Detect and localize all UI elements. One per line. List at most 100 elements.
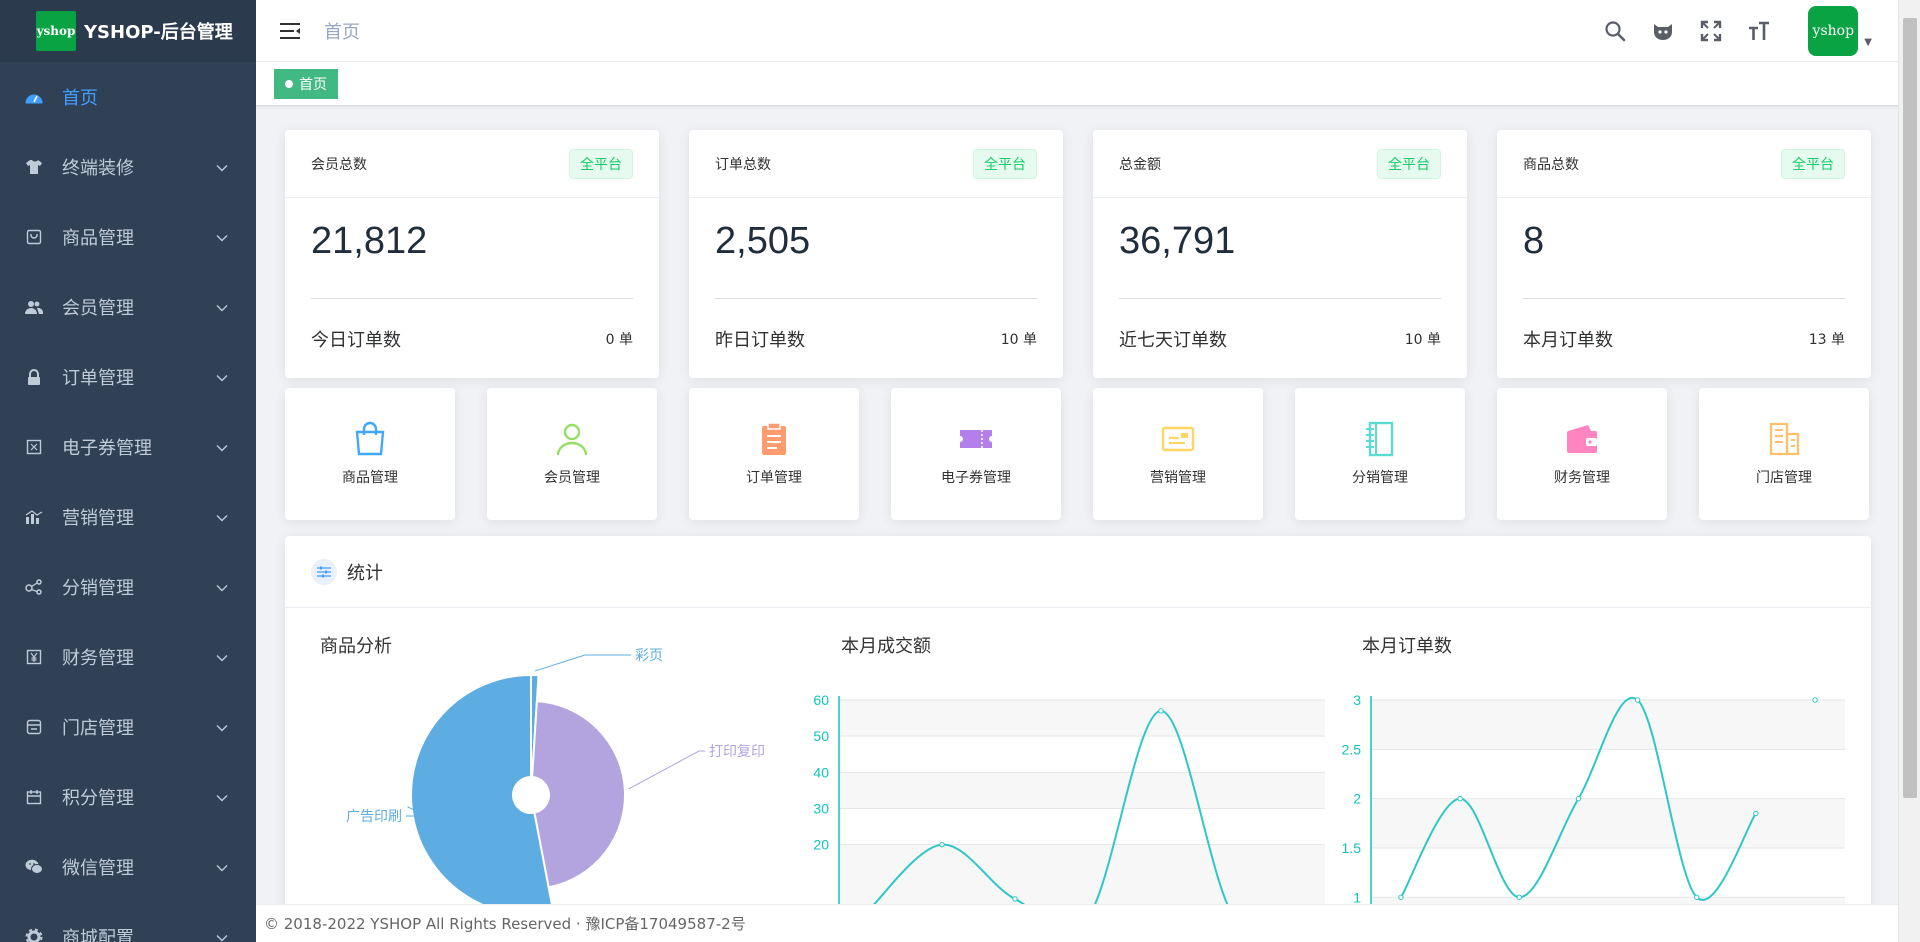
stats-panel-title: 统计	[347, 562, 383, 584]
stat-card-foot-value: 10 单	[1404, 332, 1441, 348]
shortcut-label: 商品管理	[342, 470, 398, 486]
stat-card-title: 商品总数	[1523, 156, 1579, 173]
pie-center-hole	[514, 778, 548, 812]
sidebar-item[interactable]: 电子券管理	[0, 412, 256, 482]
stat-card-foot-value: 13 单	[1808, 332, 1845, 348]
sidebar-item[interactable]: 积分管理	[0, 762, 256, 832]
chevron-down-icon	[216, 367, 228, 388]
stat-card-value: 8	[1523, 220, 1545, 262]
fullscreen-icon[interactable]	[1698, 18, 1724, 44]
stat-card-header: 会员总数 全平台	[285, 130, 659, 198]
stats-panel: 统计 商品分析 彩页 打印复印 广告印刷 本月成交额 60 50 40 30 20 本月订单…	[285, 536, 1871, 904]
chevron-down-icon	[216, 437, 228, 458]
lock-icon	[24, 367, 44, 387]
app-title: YSHOP-后台管理	[84, 22, 233, 43]
shortcut-label: 电子券管理	[941, 470, 1011, 486]
sidebar-item-label: 积分管理	[62, 788, 134, 809]
data-point	[1812, 697, 1818, 703]
shortcut-card[interactable]: 营销管理	[1093, 388, 1263, 520]
avatar[interactable]: yshop	[1808, 6, 1859, 56]
sidebar-item-label: 订单管理	[62, 368, 134, 389]
y-tick-label: 1.5	[1342, 840, 1362, 856]
coupon-icon	[24, 437, 44, 457]
divider	[1523, 298, 1845, 299]
dashboard-icon	[24, 87, 44, 107]
stat-card-footer: 昨日订单数 10 单	[689, 299, 1063, 379]
sidebar-item[interactable]: 订单管理	[0, 342, 256, 412]
sidebar-item[interactable]: 会员管理	[0, 272, 256, 342]
scrollbar-thumb[interactable]	[1903, 18, 1917, 798]
chevron-down-icon	[216, 647, 228, 668]
tag-label: 首页	[299, 76, 327, 93]
shortcut-card[interactable]: 分销管理	[1295, 388, 1465, 520]
platform-badge: 全平台	[1781, 148, 1845, 179]
grid-band	[839, 772, 1325, 809]
grid-band	[839, 844, 1325, 904]
tag-home[interactable]: 首页	[274, 68, 338, 99]
sidebar-item[interactable]: 终端装修	[0, 132, 256, 202]
wallet-icon	[1564, 421, 1600, 457]
shortcut-label: 分销管理	[1352, 470, 1408, 486]
sidebar-item[interactable]: 财务管理	[0, 622, 256, 692]
stat-card-foot-label: 近七天订单数	[1119, 330, 1227, 351]
notebook-icon	[1362, 421, 1398, 457]
shortcut-card[interactable]: 电子券管理	[891, 388, 1061, 520]
sidebar-item[interactable]: 商城配置	[0, 902, 256, 942]
sidebar-item-label: 分销管理	[62, 578, 134, 599]
y-tick-label: 30	[813, 801, 829, 817]
sidebar-item[interactable]: 分销管理	[0, 552, 256, 622]
grid-band	[1371, 798, 1845, 848]
divider	[715, 298, 1037, 299]
y-tick-label: 20	[813, 837, 829, 853]
stat-card-foot-label: 本月订单数	[1523, 330, 1613, 351]
caret-down-icon[interactable]: ▼	[1864, 36, 1872, 48]
search-icon[interactable]	[1602, 18, 1628, 44]
stat-card-title: 会员总数	[311, 156, 367, 173]
platform-badge: 全平台	[1377, 148, 1441, 179]
shortcut-card[interactable]: 商品管理	[285, 388, 455, 520]
stat-card-footer: 今日订单数 0 单	[285, 299, 659, 379]
sidebar-item[interactable]: 门店管理	[0, 692, 256, 762]
shortcut-card[interactable]: 会员管理	[487, 388, 657, 520]
sidebar-item-label: 营销管理	[62, 508, 134, 529]
y-tick-label: 60	[813, 692, 829, 708]
stat-card-value: 2,505	[715, 220, 811, 262]
shortcut-card[interactable]: 订单管理	[689, 388, 859, 520]
breadcrumb[interactable]: 首页	[324, 21, 360, 43]
shortcut-card[interactable]: 门店管理	[1699, 388, 1869, 520]
shortcut-label: 会员管理	[544, 470, 600, 486]
data-point	[1457, 795, 1463, 802]
stat-card-foot-value: 0 单	[605, 332, 633, 348]
pie-slice	[531, 700, 626, 889]
logo[interactable]: yshop YSHOP-后台管理	[0, 0, 256, 62]
shirt-icon	[24, 157, 44, 177]
font-size-icon[interactable]	[1746, 18, 1772, 44]
shopping-bag-icon	[352, 421, 388, 457]
stat-card-foot-label: 今日订单数	[311, 330, 401, 351]
pie-slice-label: 广告印刷	[346, 808, 402, 824]
sidebar-item-label: 电子券管理	[62, 438, 152, 459]
chevron-down-icon	[216, 157, 228, 178]
gear-icon	[24, 927, 44, 942]
github-icon[interactable]	[1650, 18, 1676, 44]
chevron-down-icon	[216, 857, 228, 878]
divider	[311, 298, 633, 299]
tags-view: 首页	[256, 62, 1898, 106]
share-icon	[24, 577, 44, 597]
wechat-icon	[24, 857, 44, 877]
data-point	[939, 841, 945, 848]
main-content: 会员总数 全平台 21,812 今日订单数 0 单 订单总数 全平台 2,505 昨日订单数 10…	[256, 106, 1898, 904]
scrollbar[interactable]	[1898, 0, 1920, 942]
user-menu[interactable]: yshop ▼	[1794, 6, 1872, 56]
sidebar-item[interactable]: 首页	[0, 62, 256, 132]
hamburger-icon[interactable]	[278, 19, 302, 43]
sliders-icon	[311, 558, 337, 585]
footer: © 2018-2022 YSHOP All Rights Reserved · …	[256, 904, 1898, 942]
stat-card-footer: 本月订单数 13 单	[1497, 299, 1871, 379]
stat-card-value: 21,812	[311, 220, 428, 262]
y-tick-label: 2.5	[1342, 741, 1362, 757]
sidebar-item[interactable]: 微信管理	[0, 832, 256, 902]
sidebar-item[interactable]: 商品管理	[0, 202, 256, 272]
shortcut-card[interactable]: 财务管理	[1497, 388, 1667, 520]
sidebar-item[interactable]: 营销管理	[0, 482, 256, 552]
